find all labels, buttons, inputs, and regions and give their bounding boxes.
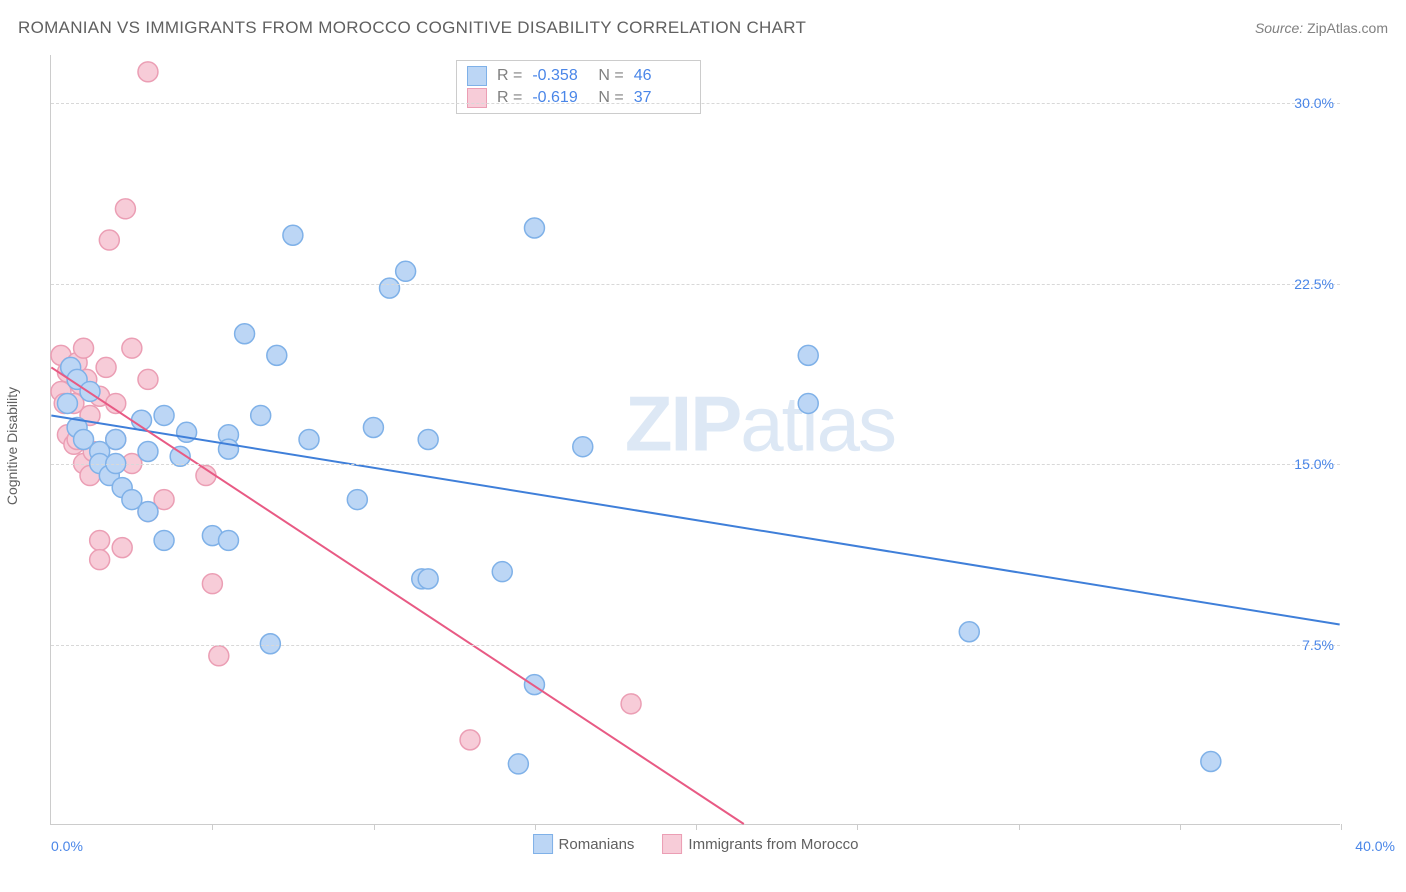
legend-bottom: Romanians Immigrants from Morocco (533, 834, 859, 854)
data-point (363, 417, 383, 437)
chart-header: ROMANIAN VS IMMIGRANTS FROM MOROCCO COGN… (18, 18, 1388, 38)
data-point (798, 345, 818, 365)
source-label: Source: (1255, 20, 1303, 36)
data-point (418, 430, 438, 450)
swatch-romanians (467, 66, 487, 86)
swatch-morocco (467, 88, 487, 108)
data-point (138, 442, 158, 462)
data-point (138, 62, 158, 82)
data-point (380, 278, 400, 298)
legend-swatch-morocco (662, 834, 682, 854)
data-point (460, 730, 480, 750)
stats-row-romanians: R = -0.358 N = 46 (467, 65, 690, 87)
gridline (51, 103, 1340, 104)
data-point (235, 324, 255, 344)
x-tick (1180, 824, 1181, 830)
data-point (112, 538, 132, 558)
gridline (51, 464, 1340, 465)
r-value-romanians: -0.358 (532, 67, 588, 85)
data-point (90, 530, 110, 550)
chart-title: ROMANIAN VS IMMIGRANTS FROM MOROCCO COGN… (18, 18, 806, 38)
chart-plot-area: ZIPatlas R = -0.358 N = 46 R = -0.619 N … (50, 55, 1340, 825)
legend-item-romanians: Romanians (533, 834, 635, 854)
legend-label-morocco: Immigrants from Morocco (688, 836, 858, 853)
stats-row-morocco: R = -0.619 N = 37 (467, 87, 690, 109)
data-point (959, 622, 979, 642)
r-value-morocco: -0.619 (532, 89, 588, 107)
data-point (138, 369, 158, 389)
x-tick (857, 824, 858, 830)
data-point (202, 574, 222, 594)
trend-line (51, 415, 1339, 624)
data-point (74, 338, 94, 358)
data-point (154, 405, 174, 425)
n-label: N = (598, 89, 623, 107)
x-axis-max-label: 40.0% (1355, 838, 1395, 854)
data-point (267, 345, 287, 365)
trend-line (51, 367, 743, 824)
data-point (299, 430, 319, 450)
x-tick (535, 824, 536, 830)
n-value-romanians: 46 (634, 67, 690, 85)
x-tick (212, 824, 213, 830)
x-tick (1019, 824, 1020, 830)
y-tick-label: 22.5% (1294, 276, 1334, 292)
data-point (90, 550, 110, 570)
data-point (396, 261, 416, 281)
data-point (251, 405, 271, 425)
x-tick (374, 824, 375, 830)
data-point (621, 694, 641, 714)
data-point (96, 357, 116, 377)
data-point (508, 754, 528, 774)
n-label: N = (598, 67, 623, 85)
x-tick (1341, 824, 1342, 830)
y-axis-label: Cognitive Disability (4, 387, 20, 505)
x-axis-min-label: 0.0% (51, 838, 83, 854)
r-label: R = (497, 89, 522, 107)
data-point (573, 437, 593, 457)
data-point (115, 199, 135, 219)
source-name: ZipAtlas.com (1307, 20, 1388, 36)
stats-legend-box: R = -0.358 N = 46 R = -0.619 N = 37 (456, 60, 701, 114)
legend-swatch-romanians (533, 834, 553, 854)
data-point (209, 646, 229, 666)
r-label: R = (497, 67, 522, 85)
data-point (1201, 752, 1221, 772)
legend-item-morocco: Immigrants from Morocco (662, 834, 858, 854)
legend-label-romanians: Romanians (559, 836, 635, 853)
data-point (524, 218, 544, 238)
y-tick-label: 7.5% (1302, 637, 1334, 653)
data-point (218, 530, 238, 550)
source-attribution: Source: ZipAtlas.com (1255, 20, 1388, 36)
y-tick-label: 30.0% (1294, 95, 1334, 111)
data-point (798, 393, 818, 413)
data-point (57, 393, 77, 413)
n-value-morocco: 37 (634, 89, 690, 107)
data-point (99, 230, 119, 250)
x-tick (696, 824, 697, 830)
gridline (51, 284, 1340, 285)
plot-svg (51, 55, 1340, 824)
data-point (122, 338, 142, 358)
gridline (51, 645, 1340, 646)
y-tick-label: 15.0% (1294, 456, 1334, 472)
data-point (347, 490, 367, 510)
data-point (418, 569, 438, 589)
data-point (138, 502, 158, 522)
data-point (283, 225, 303, 245)
data-point (492, 562, 512, 582)
data-point (154, 530, 174, 550)
data-point (106, 430, 126, 450)
